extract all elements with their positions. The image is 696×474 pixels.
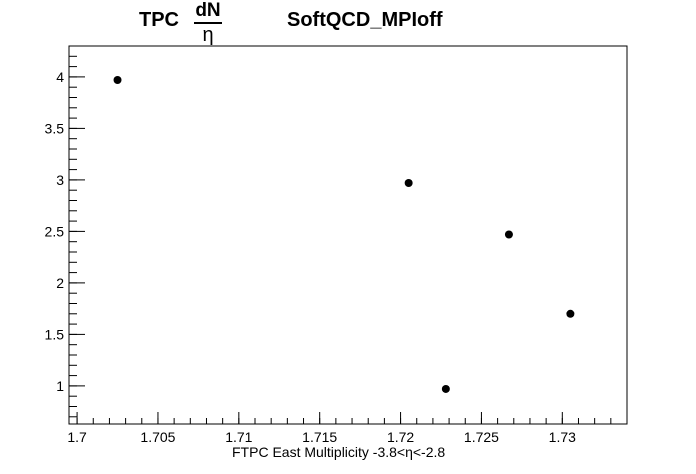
y-tick-label: 3 <box>56 172 64 188</box>
title-fraction: dN η <box>194 0 222 46</box>
data-point <box>404 178 413 187</box>
x-tick-label: 1.725 <box>464 429 499 445</box>
y-tick-label: 3.5 <box>45 120 65 136</box>
y-tick-label: 2 <box>56 275 64 291</box>
x-axis-label: FTPC East Multiplicity -3.8<η<-2.8 <box>232 444 446 460</box>
data-point <box>566 309 575 318</box>
data-point <box>441 384 450 393</box>
title-suffix: SoftQCD_MPIoff <box>287 9 443 31</box>
x-tick-label: 1.705 <box>140 429 175 445</box>
y-tick-label: 1.5 <box>45 326 65 342</box>
x-tick-label: 1.715 <box>302 429 337 445</box>
fraction-numerator: dN <box>195 0 221 21</box>
x-tick-label: 1.71 <box>225 429 252 445</box>
y-tick-label: 1 <box>56 378 64 394</box>
y-tick-label: 4 <box>56 69 64 85</box>
x-tick-label: 1.72 <box>387 429 414 445</box>
y-tick-label: 2.5 <box>45 223 65 239</box>
title-prefix: TPC <box>139 9 179 31</box>
fraction-denominator: η <box>202 24 214 46</box>
data-point <box>504 230 513 239</box>
chart-title: TPC dN η SoftQCD_MPIoff <box>0 0 696 46</box>
fraction-bar <box>194 22 222 24</box>
x-tick-label: 1.7 <box>67 429 87 445</box>
x-tick-label: 1.73 <box>549 429 576 445</box>
data-point <box>113 75 122 84</box>
plot-frame <box>68 45 628 425</box>
